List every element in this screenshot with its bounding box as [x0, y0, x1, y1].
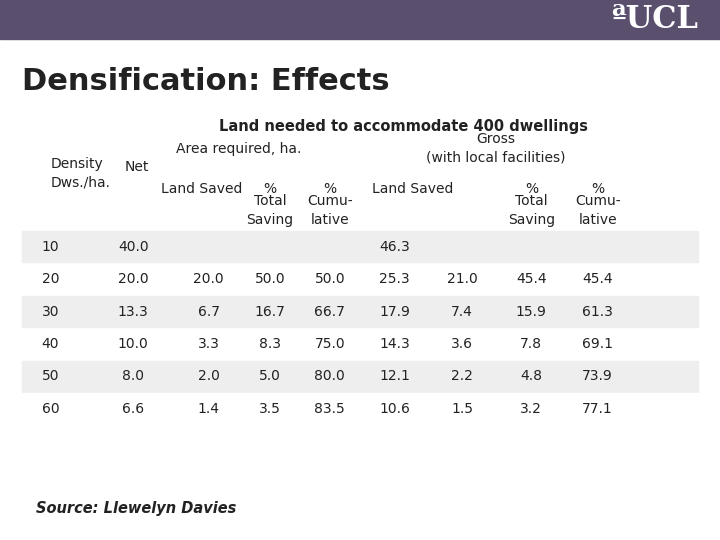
Text: 2.2: 2.2: [451, 369, 473, 383]
Text: 3.3: 3.3: [198, 337, 220, 351]
Text: Total
Saving: Total Saving: [246, 194, 294, 227]
Text: 3.2: 3.2: [521, 402, 542, 416]
Text: Area required, ha.: Area required, ha.: [176, 141, 302, 156]
Text: 83.5: 83.5: [315, 402, 345, 416]
Text: 77.1: 77.1: [582, 402, 613, 416]
Text: 6.6: 6.6: [122, 402, 144, 416]
Text: 10.0: 10.0: [118, 337, 148, 351]
Text: 3.5: 3.5: [259, 402, 281, 416]
Text: 46.3: 46.3: [379, 240, 410, 254]
Text: 10: 10: [42, 240, 59, 254]
Text: 20: 20: [42, 272, 59, 286]
Text: 16.7: 16.7: [255, 305, 285, 319]
Text: 1.5: 1.5: [451, 402, 473, 416]
Text: Gross
(with local facilities): Gross (with local facilities): [426, 132, 566, 165]
Text: 7.8: 7.8: [521, 337, 542, 351]
Text: 5.0: 5.0: [259, 369, 281, 383]
Text: 25.3: 25.3: [379, 272, 410, 286]
Text: 50: 50: [42, 369, 59, 383]
Text: 40.0: 40.0: [118, 240, 148, 254]
Text: 2.0: 2.0: [198, 369, 220, 383]
Text: 60: 60: [42, 402, 59, 416]
Text: Source: Llewelyn Davies: Source: Llewelyn Davies: [36, 501, 236, 516]
Text: 80.0: 80.0: [315, 369, 345, 383]
Text: 73.9: 73.9: [582, 369, 613, 383]
Text: 30: 30: [42, 305, 59, 319]
Text: 8.0: 8.0: [122, 369, 144, 383]
Text: %: %: [264, 182, 276, 196]
Text: 6.7: 6.7: [198, 305, 220, 319]
Text: 50.0: 50.0: [255, 272, 285, 286]
Text: 15.9: 15.9: [516, 305, 546, 319]
Text: 8.3: 8.3: [259, 337, 281, 351]
Text: 7.4: 7.4: [451, 305, 473, 319]
Text: Land needed to accommodate 400 dwellings: Land needed to accommodate 400 dwellings: [219, 119, 588, 134]
Text: 12.1: 12.1: [379, 369, 410, 383]
Text: 50.0: 50.0: [315, 272, 345, 286]
Text: 10.6: 10.6: [379, 402, 410, 416]
Text: Land Saved: Land Saved: [372, 182, 454, 196]
Text: Densification: Effects: Densification: Effects: [22, 68, 390, 97]
Text: 1.4: 1.4: [198, 402, 220, 416]
Text: %: %: [591, 182, 604, 196]
Text: 3.6: 3.6: [451, 337, 473, 351]
Text: 14.3: 14.3: [379, 337, 410, 351]
Text: 69.1: 69.1: [582, 337, 613, 351]
Text: 66.7: 66.7: [315, 305, 345, 319]
Text: 17.9: 17.9: [379, 305, 410, 319]
Text: 21.0: 21.0: [447, 272, 477, 286]
Text: 20.0: 20.0: [118, 272, 148, 286]
Text: 45.4: 45.4: [516, 272, 546, 286]
Text: Density
Dws./ha.: Density Dws./ha.: [50, 157, 110, 189]
Text: 45.4: 45.4: [582, 272, 613, 286]
Text: Cumu-
lative: Cumu- lative: [575, 194, 621, 227]
Text: %: %: [323, 182, 336, 196]
Text: 13.3: 13.3: [118, 305, 148, 319]
Text: Cumu-
lative: Cumu- lative: [307, 194, 353, 227]
Text: 40: 40: [42, 337, 59, 351]
Text: ªUCL: ªUCL: [611, 4, 698, 35]
Text: Net: Net: [125, 160, 149, 174]
Text: 20.0: 20.0: [194, 272, 224, 286]
Text: 4.8: 4.8: [521, 369, 542, 383]
Text: 75.0: 75.0: [315, 337, 345, 351]
Text: 61.3: 61.3: [582, 305, 613, 319]
Text: Total
Saving: Total Saving: [508, 194, 555, 227]
Text: Land Saved: Land Saved: [161, 182, 243, 196]
Text: %: %: [525, 182, 538, 196]
